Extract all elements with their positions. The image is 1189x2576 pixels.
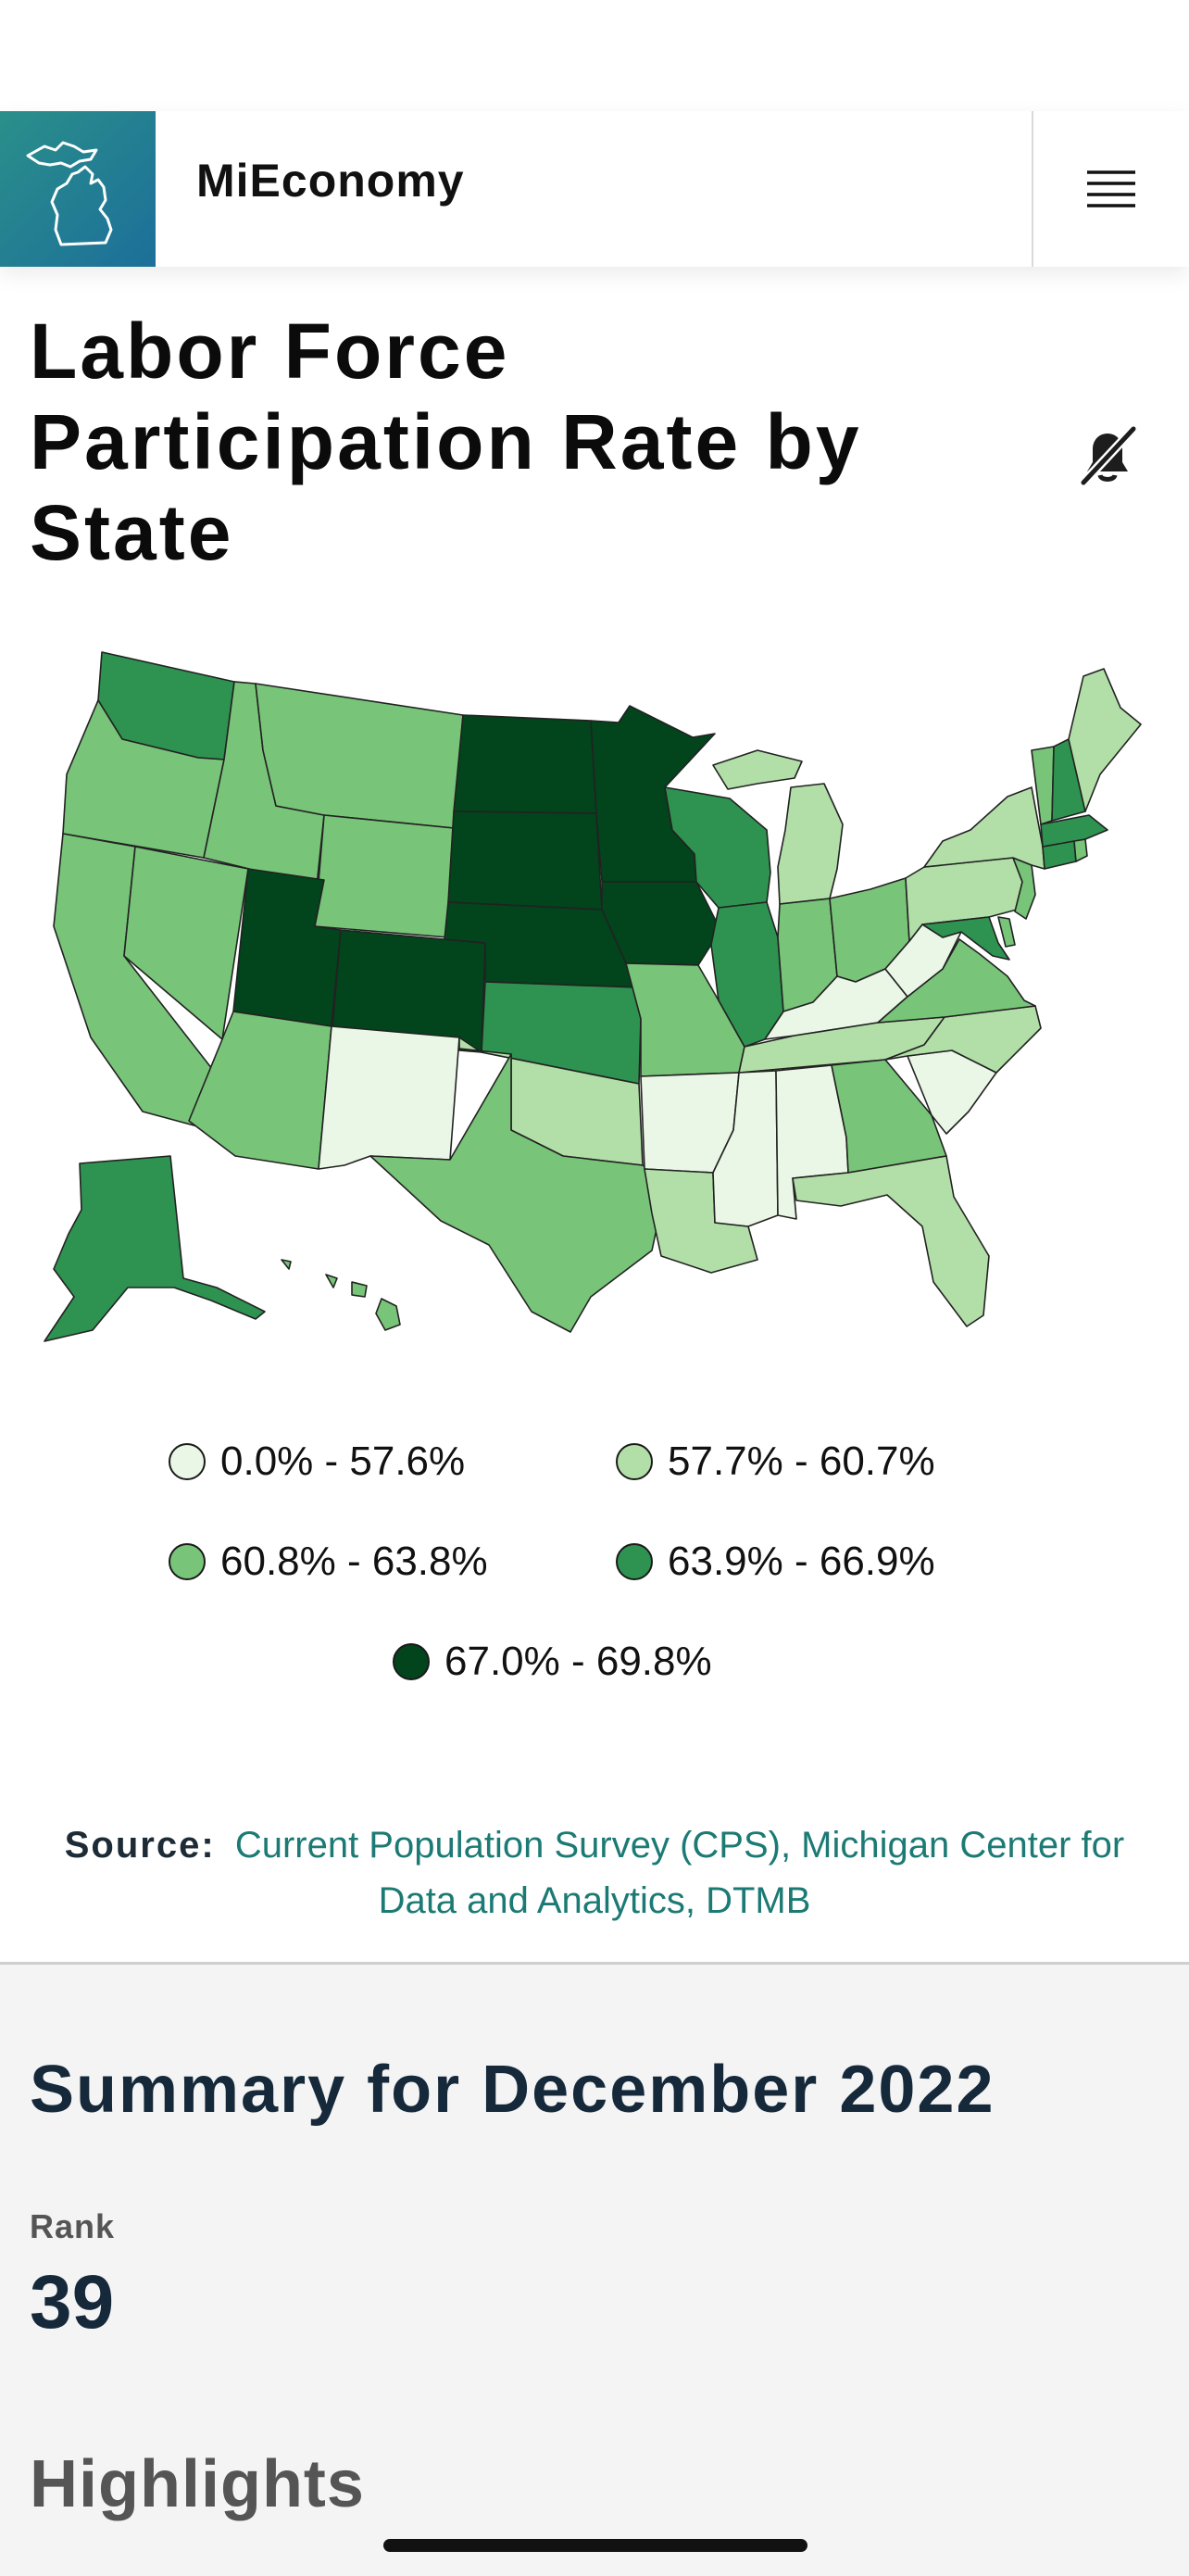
app-header: MiEconomy [0,111,1189,267]
source-link[interactable]: Current Population Survey (CPS), Michiga… [234,1825,1125,1921]
legend-item-b3: 60.8% - 63.8% [169,1539,488,1585]
state-maryland[interactable] [921,916,1010,961]
state-wyoming[interactable] [314,814,455,938]
state-montana[interactable] [255,683,464,829]
logo[interactable] [0,111,156,267]
legend-item-b1: 0.0% - 57.6% [169,1439,465,1485]
legend-item-b2: 57.7% - 60.7% [616,1439,935,1485]
app-title: MiEconomy [196,155,465,207]
rank-value: 39 [30,2260,115,2344]
rank-label: Rank [30,2207,116,2245]
menu-button[interactable] [1032,111,1189,267]
state-south-dakota[interactable] [447,810,603,911]
us-choropleth-map[interactable] [26,648,1148,1352]
summary-section: Summary for December 2022 Rank 39 Highli… [0,1962,1189,2576]
legend-swatch [616,1543,653,1580]
state-hawaii[interactable] [281,1259,401,1331]
mute-alerts-button[interactable] [1074,421,1141,488]
legend-swatch [169,1443,206,1480]
state-new-mexico[interactable] [318,1025,460,1170]
legend-item-b4: 63.9% - 66.9% [616,1539,935,1585]
highlights-title: Highlights [30,2447,365,2521]
bell-off-icon [1080,425,1137,486]
legend-label: 63.9% - 66.9% [668,1539,935,1584]
hamburger-icon [1087,170,1135,207]
michigan-icon [26,141,113,246]
state-kansas[interactable] [481,981,642,1085]
state-delaware[interactable] [997,916,1016,948]
state-massachusetts[interactable] [1040,814,1108,848]
legend-item-b5: 67.0% - 69.8% [393,1639,712,1685]
page-title: Labor Force Participation Rate by State [30,308,862,576]
state-florida[interactable] [792,1155,990,1327]
state-texas[interactable] [369,1053,668,1333]
summary-title: Summary for December 2022 [30,2053,995,2127]
state-iowa[interactable] [601,881,720,966]
legend-label: 0.0% - 57.6% [220,1439,466,1484]
state-new-york[interactable] [923,786,1045,870]
state-arizona[interactable] [188,1011,332,1170]
legend-swatch [169,1543,206,1580]
source-note: Source: Current Population Survey (CPS),… [37,1817,1152,1929]
legend-label: 60.8% - 63.8% [220,1539,488,1584]
state-rhode-island[interactable] [1073,838,1088,862]
state-north-dakota[interactable] [453,714,597,814]
source-label: Source: [64,1825,216,1866]
legend-label: 67.0% - 69.8% [444,1639,712,1684]
legend-swatch [393,1643,430,1680]
state-north-carolina[interactable] [884,1005,1042,1074]
state-maine[interactable] [1068,668,1142,812]
legend-label: 57.7% - 60.7% [668,1439,935,1484]
home-indicator[interactable] [383,2539,807,2552]
legend-swatch [616,1443,653,1480]
state-alaska[interactable] [44,1155,266,1342]
